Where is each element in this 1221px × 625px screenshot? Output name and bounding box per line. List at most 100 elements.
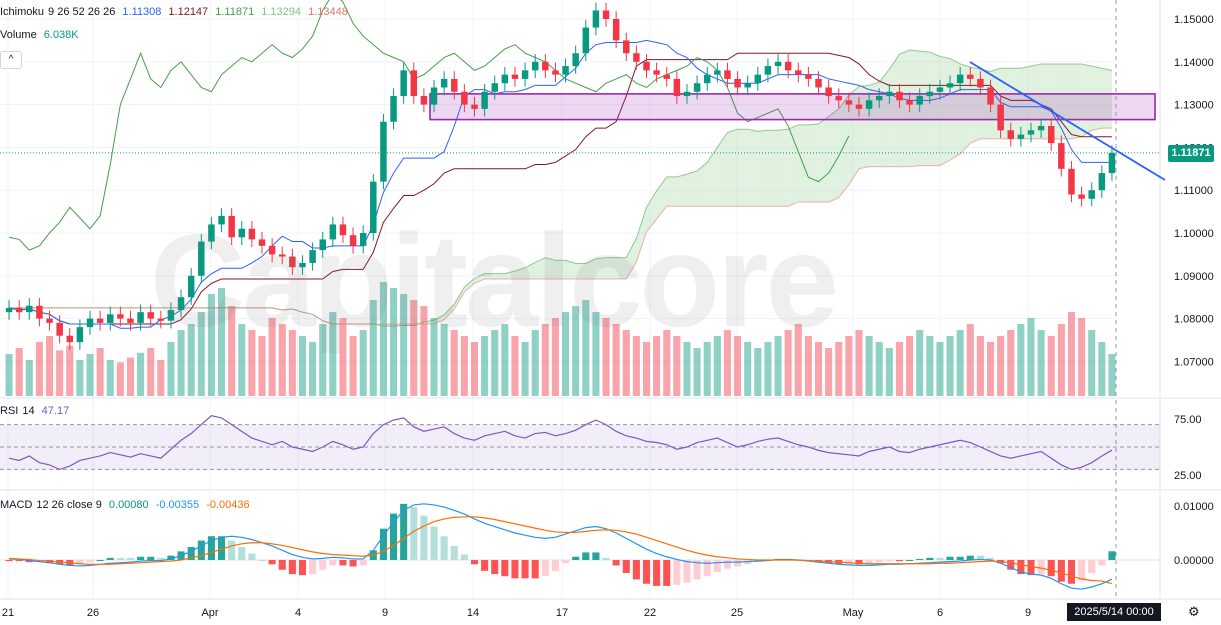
macd-histogram-bar [470,560,479,565]
candle-body [451,78,458,92]
cloud-segment [1101,68,1112,129]
volume-bar [197,312,205,396]
macd-histogram-bar [966,555,974,560]
candle-body [977,78,984,88]
macd-histogram-bar [1017,560,1025,575]
candle-body [643,61,650,71]
macd-histogram-bar [491,560,499,575]
cloud-segment [757,130,768,207]
volume-bar [784,330,792,396]
macd-histogram-bar [521,560,529,579]
volume-bar [956,330,964,396]
macd-histogram-bar [207,536,215,560]
cloud-segment [626,238,637,280]
candle-body [309,250,316,263]
macd-histogram-bar [137,556,145,560]
candle-body [157,318,165,321]
ichimoku-value-5: 1.13448 [308,6,348,18]
volume-legend[interactable]: Volume 6.038K [0,29,83,41]
macd-histogram-bar [450,545,458,560]
macd-histogram-bar [622,560,630,573]
candle-body [855,104,863,109]
candle-body [370,181,377,233]
time-axis-label: 17 [556,607,568,619]
volume-bar [116,362,124,396]
macd-histogram-bar [885,560,893,562]
macd-histogram-bar [116,557,124,560]
ichimoku-value-4: 1.13294 [261,6,302,18]
candle-body [248,228,256,240]
volume-bar [966,324,974,396]
cloud-segment [504,270,515,280]
macd-legend[interactable]: MACD 12 26 close 9 0.00080 -0.00355 -0.00… [0,499,254,511]
rsi-name: RSI [0,405,19,417]
macd-histogram-bar [1027,560,1035,576]
candle-body [491,83,498,92]
macd-histogram-bar [986,557,995,560]
candle-body [5,307,13,313]
candle-body [703,74,711,84]
volume-bar [997,336,1005,396]
cloud-segment [494,273,505,280]
candle-body [865,100,873,109]
volume-bar [86,354,94,396]
volume-bar [562,312,570,396]
cloud-segment [737,129,748,207]
volume-bar [1047,336,1055,396]
collapse-legend-button[interactable]: ^ [0,51,22,69]
candle-body [96,318,104,323]
current-price-tag: 1.11871 [1168,145,1214,162]
candle-body [137,312,144,323]
ichimoku-legend[interactable]: Ichimoku 9 26 52 26 26 1.11308 1.12147 1.… [0,6,352,18]
volume-bar [126,357,135,396]
candle-body [1058,143,1065,169]
macd-histogram-bar [1088,560,1096,573]
ichimoku-value-2: 1.12147 [168,6,209,18]
time-axis-label: 22 [644,607,656,619]
candle-body [602,10,610,19]
volume-bar [45,336,54,396]
volume-bar [501,324,509,396]
macd-histogram-bar [410,507,418,560]
macd-histogram-bar [228,540,236,560]
candle-body [127,318,134,323]
cloud-segment [575,263,586,280]
price-axis-label: 1.14000 [1174,57,1214,69]
candle-body [582,27,590,54]
candle-body [167,310,175,321]
cloud-segment [686,170,698,207]
macd-histogram-bar [268,560,276,565]
candle-body [572,53,579,67]
candle-body [612,19,620,41]
gear-icon[interactable]: ⚙ [1188,604,1200,619]
volume-bar [359,330,367,396]
cloud-segment [788,124,799,207]
macd-histogram-bar [663,560,671,586]
macd-histogram-bar [926,557,934,560]
cloud-segment [484,273,495,280]
macd-histogram-bar [562,560,570,564]
candle-body [714,70,721,75]
time-axis-label: 21 [2,607,14,619]
price-axis-label: 1.13000 [1174,100,1214,112]
candle-body [946,83,954,88]
volume-bar [1057,324,1065,396]
macd-histogram-bar [976,555,984,560]
macd-histogram-bar [420,515,428,560]
volume-bar [936,342,944,396]
rsi-legend[interactable]: RSI 14 47.17 [0,405,73,417]
macd-histogram-bar [582,552,590,560]
watermark-text: Capitalcore [150,207,839,354]
candle-body [76,327,84,343]
time-axis-label: 4 [295,607,301,619]
volume-bar [460,336,468,396]
candle-body [279,254,286,257]
volume-bar [5,354,13,396]
volume-bar [440,324,448,396]
volume-bar [572,306,580,396]
candle-body [228,215,235,238]
macd-histogram-bar [501,560,509,577]
macd-histogram-bar [96,560,104,561]
volume-bar [167,342,175,396]
